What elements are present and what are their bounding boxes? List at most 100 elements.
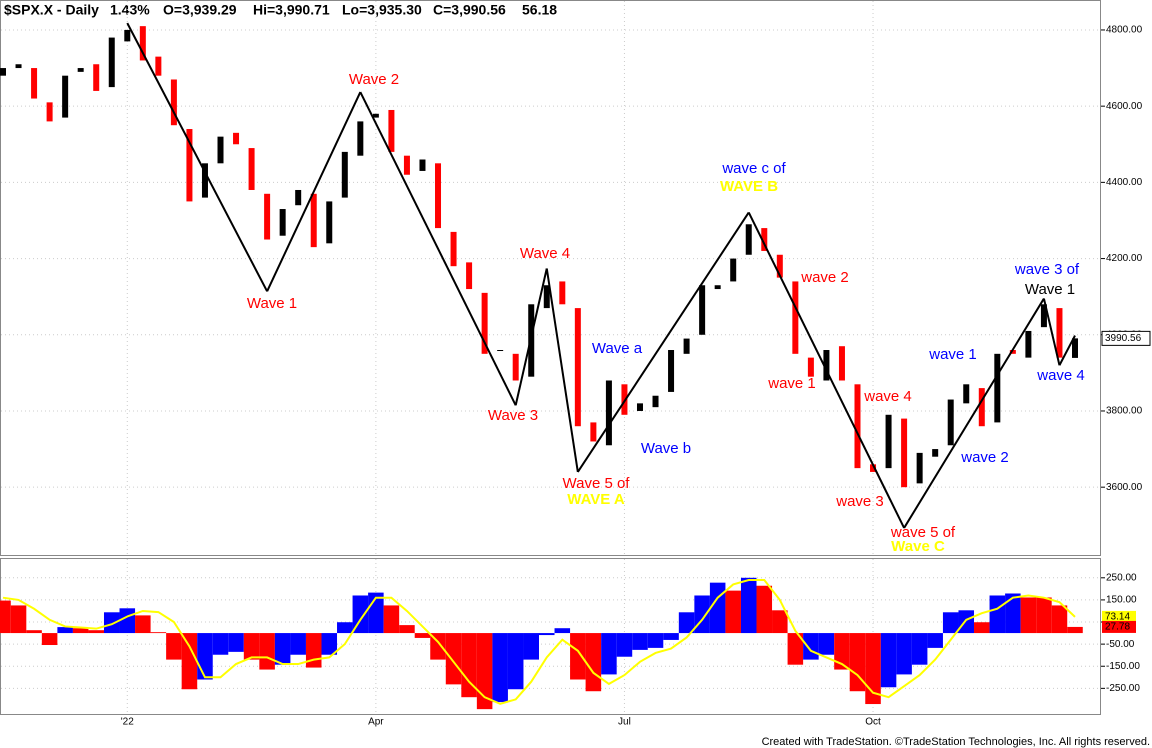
oscillator-bar [740, 577, 757, 634]
candle-body [792, 281, 799, 354]
candle-body [652, 395, 659, 408]
oscillator-bar [616, 633, 633, 657]
y-tick-label: -50.00 [1106, 639, 1135, 650]
oscillator-bar [461, 633, 477, 698]
oscillator-bar [1036, 597, 1052, 634]
oscillator-bar [352, 595, 369, 634]
y-tick-label: 150.00 [1106, 595, 1137, 606]
candle-body [636, 403, 643, 411]
oscillator-bar [57, 627, 73, 634]
footer: Created with TradeStation. ©TradeStation… [762, 736, 1150, 748]
candle-body [854, 384, 861, 469]
oscillator-bar [228, 633, 244, 652]
close: C=3,990.56 [433, 2, 506, 18]
oscillator-bar [849, 633, 866, 692]
candle-body [1072, 338, 1078, 358]
oscillator-bar [507, 633, 524, 690]
oscillator-bar [632, 633, 648, 650]
wave-line [577, 211, 750, 473]
oscillator-bar [803, 633, 819, 660]
candle-body [170, 79, 177, 126]
wave-label: wave 3 of [1014, 261, 1080, 278]
candle-body [388, 109, 395, 152]
wave-line [1058, 335, 1076, 366]
oscillator-bar [585, 633, 602, 692]
wave-label: wave c of [721, 160, 786, 177]
candle-body [699, 285, 706, 335]
candle-body [590, 422, 597, 442]
wave-label: wave 4 [863, 388, 912, 405]
oscillator-bar [647, 633, 664, 648]
candle-body [683, 338, 690, 354]
oscillator-bar [135, 615, 151, 634]
candle-body [1025, 330, 1032, 358]
candle-body [978, 388, 985, 427]
value-box [1102, 620, 1136, 633]
oscillator-bar [601, 633, 617, 675]
candle-body [574, 308, 581, 427]
candle-body [264, 193, 271, 240]
wave-label: wave 3 [835, 493, 884, 510]
oscillator-bar [10, 605, 27, 634]
wave-label: Wave 1 [247, 295, 297, 312]
oscillator-bar [709, 582, 726, 634]
oscillator-bar [274, 633, 291, 665]
price-panel [0, 0, 1101, 556]
low: Lo=3,935.30 [342, 2, 422, 18]
signal-last-label: 73.14 [1105, 612, 1130, 623]
oscillator-bar [305, 633, 322, 668]
wave-line [126, 22, 269, 292]
candle-body [450, 231, 457, 267]
wave-label: Wave 2 [349, 71, 399, 88]
candle-body [419, 159, 426, 171]
oscillator-bar [72, 628, 89, 634]
candle-body [870, 464, 877, 472]
oscillator-bar [197, 633, 213, 680]
oscillator-bar [1020, 597, 1037, 634]
candle-body [466, 262, 473, 290]
candle-body [31, 68, 38, 99]
wave-label: wave 5 of [890, 524, 956, 541]
candle-body [994, 353, 1001, 423]
wave-label: Wave a [592, 340, 643, 357]
candle-body [963, 384, 970, 404]
y-tick-label: 3800.00 [1106, 406, 1143, 417]
oscillator-bar [1051, 605, 1068, 634]
last: 56.18 [522, 2, 557, 18]
oscillator-bar [1005, 593, 1021, 634]
wave-line [1042, 298, 1061, 366]
oscillator-bar [570, 633, 586, 680]
candle-body [1040, 304, 1047, 328]
wave-line [514, 268, 548, 406]
oscillator-bar [88, 630, 104, 634]
oscillator-panel [0, 558, 1101, 715]
candle-body [435, 163, 442, 229]
x-tick-label: Apr [368, 717, 384, 728]
oscillator-bar [26, 630, 42, 634]
candle-body [1009, 350, 1016, 354]
candle-body [823, 350, 830, 381]
candle-body [372, 113, 379, 118]
oscillator-bar [554, 628, 571, 634]
oscillator-bar [259, 633, 275, 670]
wave-label: Wave 3 [488, 407, 538, 424]
candle-body [885, 414, 892, 469]
wave-label: wave 1 [928, 346, 977, 363]
wave-line [747, 212, 905, 529]
candle-body [139, 26, 146, 61]
candle-body [233, 132, 240, 145]
oscillator-bar [103, 612, 120, 634]
candle-body [776, 254, 783, 278]
candle-body [62, 75, 69, 118]
candle-body [186, 129, 193, 202]
oscillator-bar [756, 585, 773, 634]
candle-body [93, 64, 100, 91]
wave-label: Wave 1 [1025, 281, 1075, 298]
candle-body [559, 281, 566, 305]
wave-line [545, 268, 579, 473]
candle-body [326, 201, 333, 244]
symbol: $SPX.X - Daily [4, 2, 99, 18]
wave-line [359, 91, 517, 406]
high: Hi=3,990.71 [253, 2, 330, 18]
